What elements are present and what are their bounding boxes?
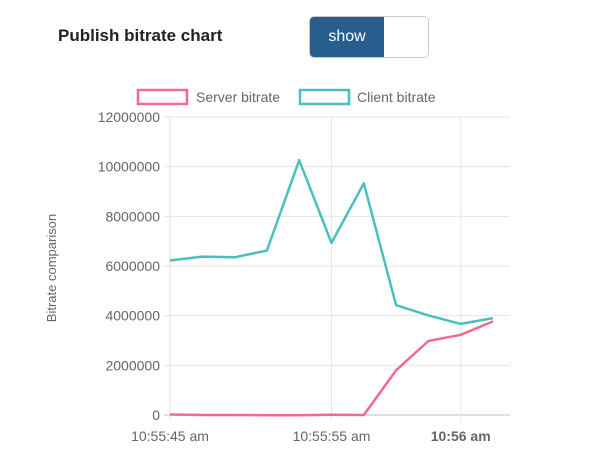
- toggle-off-half[interactable]: [384, 17, 428, 57]
- series-lines: [169, 158, 494, 417]
- legend-label-client[interactable]: Client bitrate: [357, 89, 436, 105]
- y-tick-label: 8000000: [105, 208, 160, 224]
- legend[interactable]: Server bitrate Client bitrate: [136, 88, 436, 106]
- y-tick-label: 10000000: [98, 159, 161, 175]
- legend-swatch-server[interactable]: [136, 88, 189, 106]
- x-tick-label: 10:55:55 am: [293, 428, 371, 444]
- y-tick-label: 0: [152, 407, 160, 423]
- legend-swatch-client[interactable]: [298, 88, 351, 106]
- y-tick-label: 6000000: [105, 258, 160, 274]
- show-toggle[interactable]: show: [309, 16, 429, 58]
- x-tick-label: 10:55:45 am: [131, 428, 209, 444]
- y-tick-label: 12000000: [98, 109, 161, 125]
- show-toggle-label[interactable]: show: [310, 17, 384, 57]
- grid-lines: [164, 116, 510, 421]
- server-bitrate-line: [169, 320, 494, 417]
- page-title: Publish bitrate chart: [58, 26, 223, 45]
- y-axis-ticks: 0 2000000 4000000 6000000 8000000 10000000 120…: [98, 109, 161, 423]
- legend-label-server[interactable]: Server bitrate: [196, 89, 280, 105]
- y-tick-label: 4000000: [105, 308, 160, 324]
- y-axis-title: Bitrate comparison: [44, 214, 59, 322]
- x-axis-ticks: 10:55:45 am 10:55:55 am 10:56 am: [131, 428, 491, 444]
- y-tick-label: 2000000: [105, 357, 160, 373]
- client-bitrate-line: [169, 158, 494, 326]
- x-tick-label: 10:56 am: [431, 428, 491, 444]
